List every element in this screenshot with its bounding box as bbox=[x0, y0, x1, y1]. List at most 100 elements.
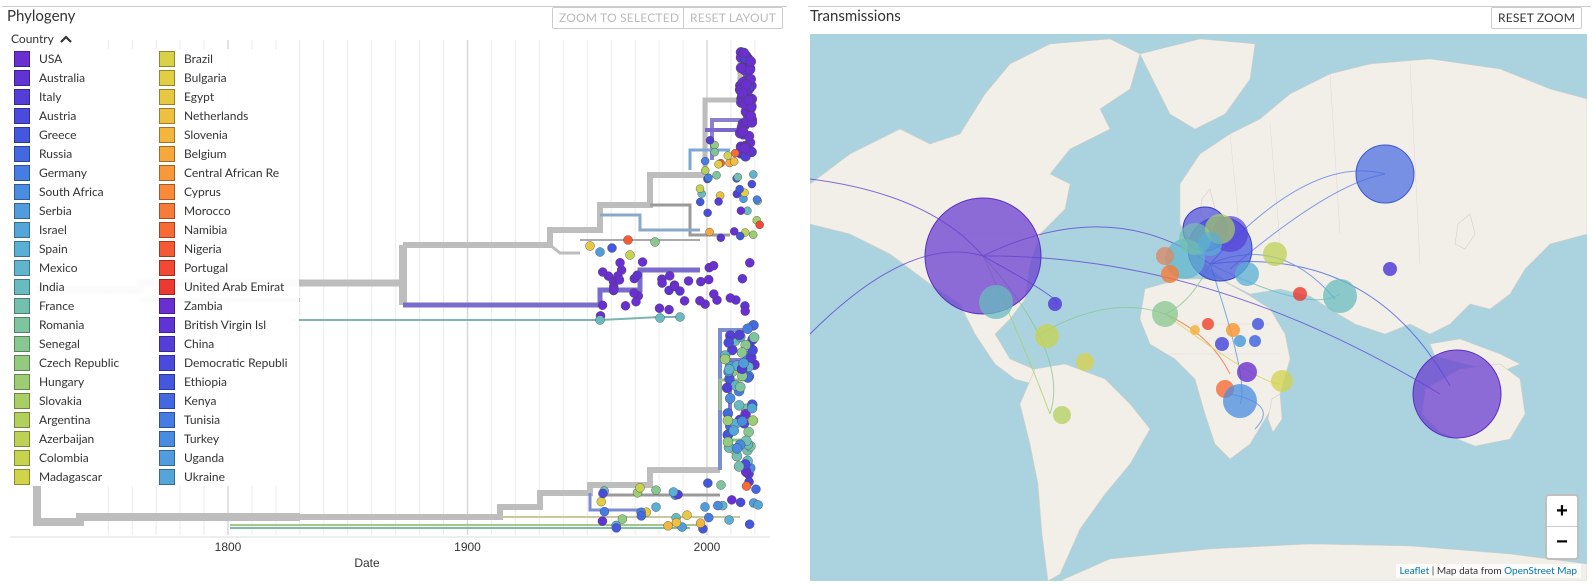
legend-item[interactable]: Madagascar bbox=[14, 467, 159, 486]
legend-item[interactable]: Belgium bbox=[159, 144, 299, 163]
world-map[interactable] bbox=[810, 34, 1587, 581]
legend-item[interactable]: Nigeria bbox=[159, 239, 299, 258]
legend-swatch[interactable] bbox=[14, 355, 30, 371]
legend-item[interactable]: Israel bbox=[14, 220, 159, 239]
legend-item[interactable]: Netherlands bbox=[159, 106, 299, 125]
legend-item[interactable]: Colombia bbox=[14, 448, 159, 467]
legend-item[interactable]: Ethiopia bbox=[159, 372, 299, 391]
legend-toggle[interactable]: Country bbox=[11, 31, 72, 46]
legend-item[interactable]: Bulgaria bbox=[159, 68, 299, 87]
legend-item[interactable]: Central African Re bbox=[159, 163, 299, 182]
legend-swatch[interactable] bbox=[14, 374, 30, 390]
legend-item[interactable]: Australia bbox=[14, 68, 159, 87]
legend-item[interactable]: Germany bbox=[14, 163, 159, 182]
legend-swatch[interactable] bbox=[14, 51, 30, 67]
legend-swatch[interactable] bbox=[159, 241, 175, 257]
legend-item[interactable]: Ukraine bbox=[159, 467, 299, 486]
legend-item[interactable]: China bbox=[159, 334, 299, 353]
legend-swatch[interactable] bbox=[159, 298, 175, 314]
legend-item[interactable]: Azerbaijan bbox=[14, 429, 159, 448]
legend-item[interactable]: Mexico bbox=[14, 258, 159, 277]
legend-swatch[interactable] bbox=[159, 165, 175, 181]
legend-swatch[interactable] bbox=[159, 317, 175, 333]
legend-swatch[interactable] bbox=[14, 241, 30, 257]
country-bubbles[interactable] bbox=[924, 144, 1502, 439]
legend-item[interactable]: Slovakia bbox=[14, 391, 159, 410]
reset-layout-button[interactable]: RESET LAYOUT bbox=[683, 7, 784, 29]
openstreetmap-link[interactable]: OpenStreet Map bbox=[1504, 565, 1577, 577]
legend-item[interactable]: South Africa bbox=[14, 182, 159, 201]
legend-swatch[interactable] bbox=[14, 393, 30, 409]
legend-swatch[interactable] bbox=[14, 279, 30, 295]
legend-item[interactable]: Argentina bbox=[14, 410, 159, 429]
legend-item[interactable]: Senegal bbox=[14, 334, 159, 353]
legend-item[interactable]: USA bbox=[14, 49, 159, 68]
legend-item[interactable]: Russia bbox=[14, 144, 159, 163]
legend-item[interactable]: United Arab Emirat bbox=[159, 277, 299, 296]
reset-zoom-button[interactable]: RESET ZOOM bbox=[1491, 7, 1583, 29]
legend-swatch[interactable] bbox=[14, 203, 30, 219]
legend-swatch[interactable] bbox=[14, 127, 30, 143]
legend-swatch[interactable] bbox=[159, 469, 175, 485]
legend-swatch[interactable] bbox=[159, 89, 175, 105]
legend-item[interactable]: Uganda bbox=[159, 448, 299, 467]
transmission-map[interactable]: Leaflet | Map data from OpenStreet Map bbox=[810, 34, 1587, 581]
legend-swatch[interactable] bbox=[159, 184, 175, 200]
legend-item[interactable]: Romania bbox=[14, 315, 159, 334]
zoom-to-selected-button[interactable]: ZOOM TO SELECTED bbox=[552, 7, 687, 29]
legend-item[interactable]: Austria bbox=[14, 106, 159, 125]
legend-item[interactable]: Tunisia bbox=[159, 410, 299, 429]
legend-swatch[interactable] bbox=[159, 70, 175, 86]
legend-item[interactable]: Slovenia bbox=[159, 125, 299, 144]
legend-swatch[interactable] bbox=[14, 412, 30, 428]
legend-swatch[interactable] bbox=[159, 203, 175, 219]
legend-item[interactable]: Czech Republic bbox=[14, 353, 159, 372]
legend-item[interactable]: Morocco bbox=[159, 201, 299, 220]
legend-item[interactable]: France bbox=[14, 296, 159, 315]
legend-item[interactable]: Portugal bbox=[159, 258, 299, 277]
legend-swatch[interactable] bbox=[14, 165, 30, 181]
legend-swatch[interactable] bbox=[14, 336, 30, 352]
legend-swatch[interactable] bbox=[159, 431, 175, 447]
legend-swatch[interactable] bbox=[14, 260, 30, 276]
legend-item[interactable]: Serbia bbox=[14, 201, 159, 220]
legend-swatch[interactable] bbox=[159, 393, 175, 409]
legend-swatch[interactable] bbox=[14, 108, 30, 124]
legend-swatch[interactable] bbox=[159, 127, 175, 143]
legend-swatch[interactable] bbox=[14, 222, 30, 238]
legend-swatch[interactable] bbox=[159, 279, 175, 295]
legend-swatch[interactable] bbox=[159, 146, 175, 162]
legend-item[interactable]: Zambia bbox=[159, 296, 299, 315]
legend-swatch[interactable] bbox=[14, 70, 30, 86]
legend-item[interactable]: Kenya bbox=[159, 391, 299, 410]
legend-swatch[interactable] bbox=[14, 298, 30, 314]
legend-swatch[interactable] bbox=[14, 184, 30, 200]
zoom-in-button[interactable]: + bbox=[1556, 500, 1568, 522]
legend-item[interactable]: Cyprus bbox=[159, 182, 299, 201]
legend-item[interactable]: Namibia bbox=[159, 220, 299, 239]
legend-swatch[interactable] bbox=[159, 108, 175, 124]
zoom-out-button[interactable]: − bbox=[1547, 526, 1577, 557]
legend-item[interactable]: Hungary bbox=[14, 372, 159, 391]
legend-swatch[interactable] bbox=[159, 412, 175, 428]
legend-item[interactable]: Turkey bbox=[159, 429, 299, 448]
legend-swatch[interactable] bbox=[159, 355, 175, 371]
legend-item[interactable]: Greece bbox=[14, 125, 159, 144]
legend-item[interactable]: Italy bbox=[14, 87, 159, 106]
legend-item[interactable]: Egypt bbox=[159, 87, 299, 106]
leaflet-link[interactable]: Leaflet bbox=[1399, 565, 1430, 577]
legend-swatch[interactable] bbox=[14, 317, 30, 333]
legend-swatch[interactable] bbox=[159, 374, 175, 390]
legend-swatch[interactable] bbox=[159, 222, 175, 238]
legend-swatch[interactable] bbox=[14, 450, 30, 466]
legend-swatch[interactable] bbox=[14, 431, 30, 447]
legend-swatch[interactable] bbox=[159, 260, 175, 276]
legend-swatch[interactable] bbox=[14, 469, 30, 485]
legend-swatch[interactable] bbox=[14, 146, 30, 162]
legend-swatch[interactable] bbox=[14, 89, 30, 105]
legend-item[interactable]: British Virgin Isl bbox=[159, 315, 299, 334]
legend-swatch[interactable] bbox=[159, 51, 175, 67]
legend-item[interactable]: Brazil bbox=[159, 49, 299, 68]
legend-item[interactable]: Democratic Republi bbox=[159, 353, 299, 372]
legend-item[interactable]: Spain bbox=[14, 239, 159, 258]
